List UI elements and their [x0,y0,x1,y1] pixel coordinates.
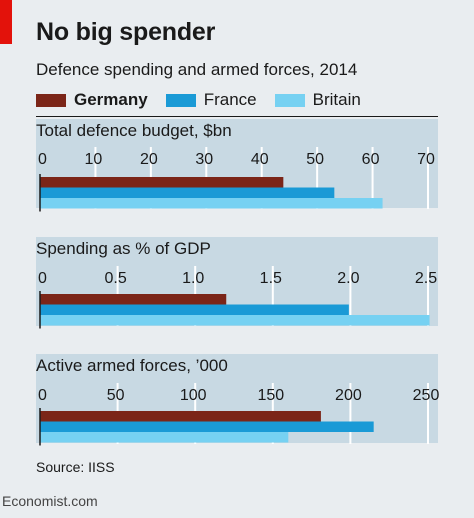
legend-swatch-germany [36,93,66,107]
legend-label-germany: Germany [74,90,148,109]
bar-britain [40,432,289,443]
tick-label: 10 [85,151,103,168]
legend-item-france: France [165,90,257,110]
tick-label: 30 [195,151,213,168]
tick-label: 1.5 [260,270,282,287]
bar-britain [40,198,383,209]
tick-label: 40 [251,151,269,168]
brand-red-tag [0,0,12,44]
panel-title-budget: Total defence budget, $bn [36,121,232,140]
tick-label: 2.5 [415,270,437,287]
legend-label-france: France [203,90,257,109]
tick-label: 50 [306,151,324,168]
legend-item-germany: Germany [36,90,148,110]
tick-label: 60 [362,151,380,168]
bar-germany [40,177,284,188]
tick-label: 0 [38,151,47,168]
tick-label: 150 [257,387,284,404]
bar-germany [40,411,321,422]
panel-title-forces: Active armed forces, ’000 [36,356,228,375]
tick-label: 200 [335,387,362,404]
tick-label: 0 [38,387,47,404]
legend-swatch-france [165,93,196,107]
bar-france [40,187,335,198]
chart-title: No big spender [36,18,216,46]
bar-france [40,421,374,432]
tick-label: 1.0 [182,270,204,287]
legend-swatch-britain [274,93,305,107]
panel-title-gdp: Spending as % of GDP [36,239,211,258]
tick-label: 70 [417,151,435,168]
tick-label: 250 [413,387,440,404]
tick-label: 20 [140,151,158,168]
tick-label: 0.5 [104,270,126,287]
bar-britain [40,315,430,326]
tick-label: 0 [38,270,47,287]
bar-germany [40,294,227,305]
tick-label: 50 [107,387,125,404]
chart-subtitle: Defence spending and armed forces, 2014 [36,60,358,79]
source-note: Source: IISS [36,459,115,475]
legend-rule [36,116,438,117]
tick-label: 2.0 [337,270,359,287]
legend-label-britain: Britain [312,90,361,109]
economist-brand: Economist.com [2,493,98,509]
bar-france [40,304,349,315]
legend-item-britain: Britain [274,90,361,110]
tick-label: 100 [180,387,207,404]
legend: Germany France Britain [36,88,379,112]
